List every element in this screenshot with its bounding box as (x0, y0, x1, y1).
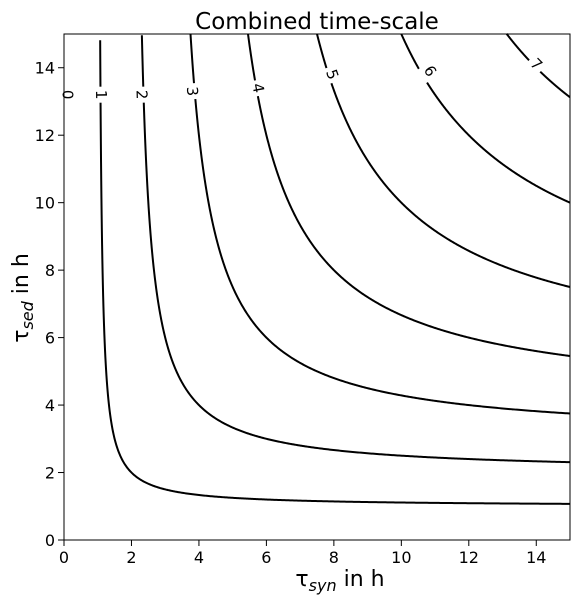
x-axis-label-suffix: in h (337, 567, 385, 592)
contour-lines (99, 33, 571, 505)
y-tick-label: 12 (35, 126, 55, 145)
x-tick-label: 10 (391, 548, 411, 567)
contour-label-4: 4 (248, 82, 267, 95)
x-tick-label: 4 (194, 548, 204, 567)
contour-label-background (523, 51, 550, 78)
contour-label-2: 2 (132, 90, 150, 100)
y-axis-ticks: 0 2 4 6 8 10 12 14 (35, 59, 64, 550)
y-tick-label: 10 (35, 194, 55, 213)
chart-title: Combined time-scale (195, 9, 439, 35)
x-tick-label: 14 (526, 548, 546, 567)
y-tick-label: 14 (35, 59, 55, 78)
contour-label-background (320, 63, 345, 86)
y-axis-label-symbol: τ (9, 330, 34, 343)
x-tick-label: 2 (126, 548, 136, 567)
x-axis-label-symbol: τ (295, 567, 308, 592)
contour-label-background (246, 78, 270, 98)
x-axis-label-subscript: syn (309, 576, 337, 595)
contour-line-2 (140, 35, 571, 464)
y-tick-label: 2 (45, 464, 55, 483)
x-tick-label: 12 (459, 548, 479, 567)
contour-label-background (417, 58, 443, 84)
contour-line-3 (189, 33, 571, 415)
contour-label-background (90, 86, 112, 103)
y-axis-label-subscript: sed (18, 300, 37, 329)
contour-label-3: 3 (183, 86, 202, 97)
contour-line-6 (400, 33, 571, 204)
y-tick-label: 8 (45, 261, 55, 280)
contour-labels: 0 1 2 3 45 6 7 (57, 51, 550, 103)
x-axis-ticks: 0 2 4 6 8 10 12 14 (59, 540, 546, 567)
x-tick-label: 6 (261, 548, 271, 567)
contour-label-background (131, 86, 152, 103)
x-axis-label: τsyn in h (295, 567, 384, 595)
y-axis-label: τsed in h (9, 253, 37, 343)
y-tick-label: 0 (45, 531, 55, 550)
y-axis-label-suffix: in h (9, 253, 34, 301)
contour-line-1 (99, 40, 571, 505)
contour-label-background (181, 82, 203, 100)
x-tick-label: 8 (329, 548, 339, 567)
contour-label-1: 1 (92, 90, 110, 100)
contour-label-background (57, 86, 78, 103)
plot-frame (63, 33, 571, 541)
y-tick-label: 6 (45, 329, 55, 348)
x-tick-label: 0 (59, 548, 69, 567)
contour-label-0: 0 (58, 90, 76, 100)
contour-line-7 (505, 33, 571, 99)
contour-line-4 (247, 34, 571, 357)
y-tick-label: 4 (45, 396, 55, 415)
